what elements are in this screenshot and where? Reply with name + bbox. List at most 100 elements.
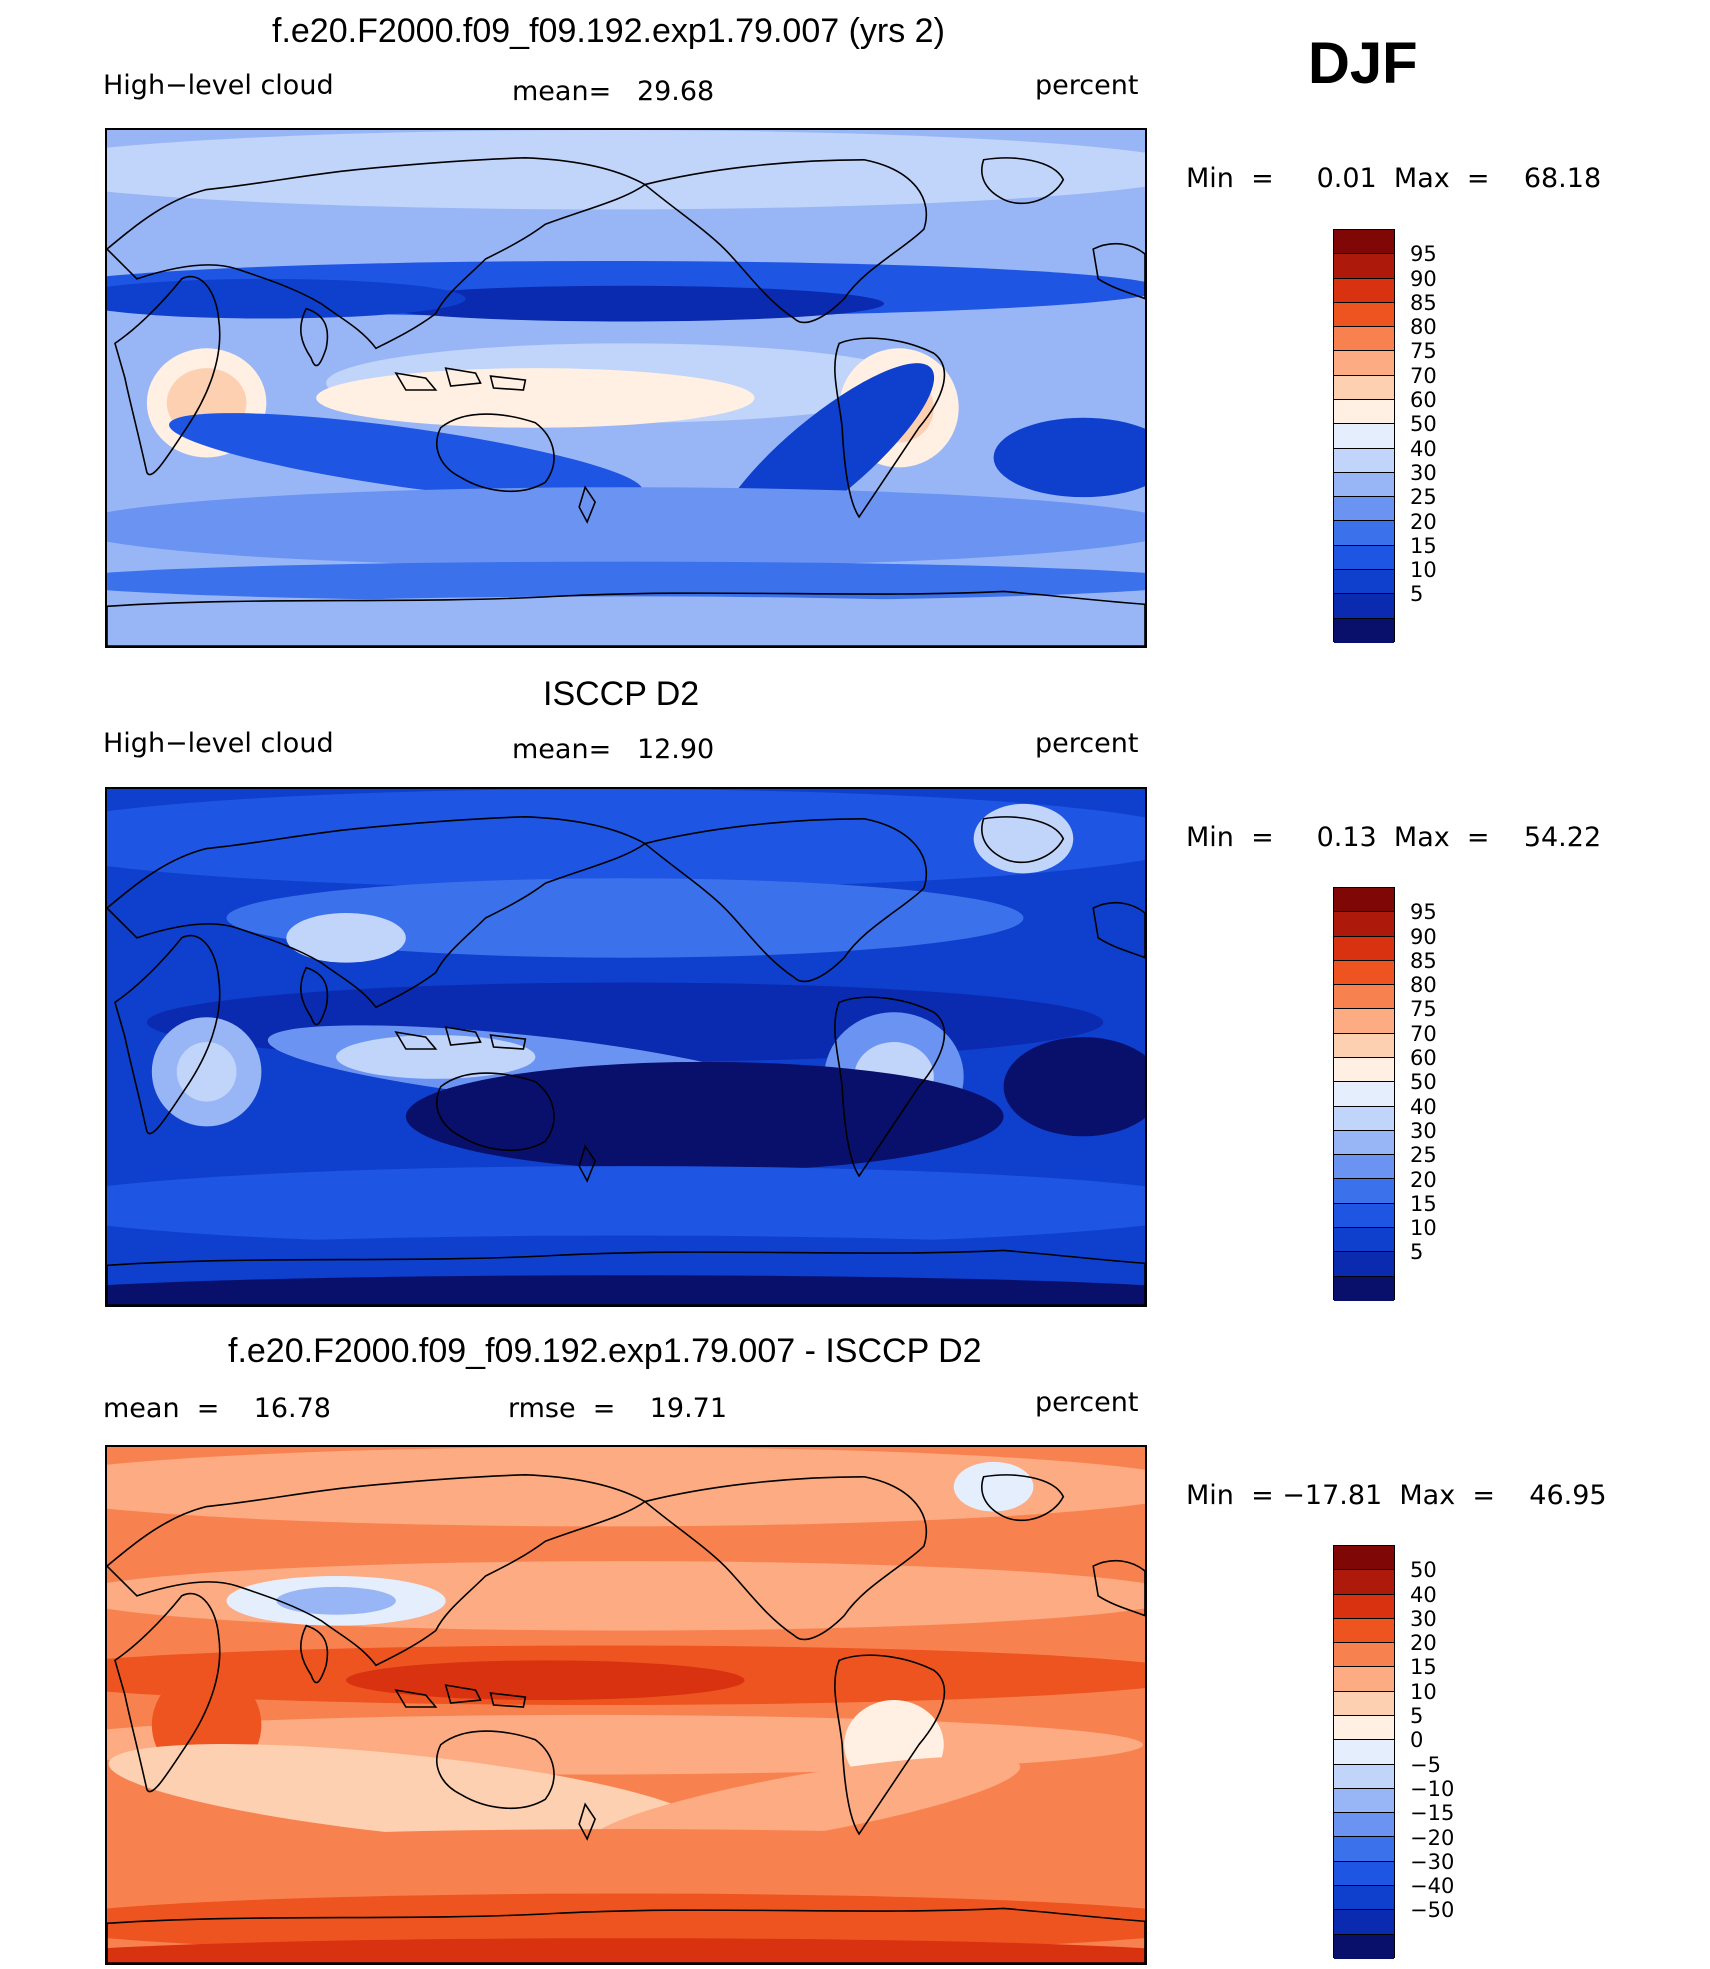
colorbar-swatch	[1334, 424, 1394, 449]
colorbar-tick-label: 20	[1410, 509, 1437, 534]
colorbar-swatch	[1334, 1643, 1394, 1668]
colorbar-tick-label: 5	[1410, 1704, 1424, 1729]
colorbar-swatch	[1334, 618, 1394, 643]
colorbar-swatch	[1334, 1910, 1394, 1935]
panel-1-minmax: Min = 0.01 Max = 68.18	[1186, 163, 1602, 194]
colorbar-swatch	[1334, 1934, 1394, 1959]
colorbar-tick-label: 40	[1410, 1094, 1437, 1119]
colorbar-swatch	[1334, 375, 1394, 400]
colorbar-tick-label: −10	[1410, 1776, 1455, 1801]
colorbar-tick-label: 85	[1410, 948, 1437, 973]
colorbar-swatch	[1334, 254, 1394, 279]
colorbar-swatch	[1334, 1813, 1394, 1838]
panel-2-title: ISCCP D2	[543, 675, 700, 713]
colorbar-tick-label: −30	[1410, 1849, 1455, 1874]
colorbar-swatch	[1334, 1130, 1394, 1156]
colorbar-tick-label: −50	[1410, 1898, 1455, 1923]
colorbar-tick-label: −15	[1410, 1801, 1455, 1826]
colorbar-swatch	[1334, 1179, 1394, 1204]
panel-1-colorbar	[1333, 229, 1395, 643]
colorbar-swatch	[1334, 985, 1394, 1010]
colorbar-tick-label: 30	[1410, 460, 1437, 485]
colorbar-tick-label: 20	[1410, 1631, 1437, 1656]
colorbar-swatch	[1334, 1570, 1394, 1595]
panel-3-colorbar	[1333, 1545, 1395, 1959]
colorbar-swatch	[1334, 1691, 1394, 1716]
colorbar-swatch	[1334, 1227, 1394, 1253]
colorbar-tick-label: 40	[1410, 1582, 1437, 1607]
colorbar-tick-label: 40	[1410, 436, 1437, 461]
panel-1-mean-label: mean= 29.68	[512, 76, 715, 107]
colorbar-swatch	[1334, 1203, 1394, 1228]
colorbar-swatch	[1334, 1594, 1394, 1619]
colorbar-swatch	[1334, 936, 1394, 961]
colorbar-swatch	[1334, 1861, 1394, 1886]
colorbar-tick-label: 30	[1410, 1606, 1437, 1631]
colorbar-swatch	[1334, 1276, 1394, 1301]
colorbar-swatch	[1334, 888, 1394, 913]
colorbar-tick-label: −5	[1410, 1752, 1441, 1777]
panel-1-title: f.e20.F2000.f09_f09.192.exp1.79.007 (yrs…	[272, 12, 945, 50]
colorbar-tick-label: 15	[1410, 1191, 1437, 1216]
colorbar-swatch	[1334, 1057, 1394, 1083]
colorbar-swatch	[1334, 327, 1394, 352]
colorbar-tick-label: 15	[1410, 533, 1437, 558]
colorbar-swatch	[1334, 1788, 1394, 1814]
colorbar-tick-label: 90	[1410, 266, 1437, 291]
colorbar-tick-label: 95	[1410, 242, 1437, 267]
colorbar-swatch	[1334, 497, 1394, 522]
colorbar-swatch	[1334, 448, 1394, 473]
colorbar-swatch	[1334, 302, 1394, 328]
panel-3-title: f.e20.F2000.f09_f09.192.exp1.79.007 - IS…	[228, 1332, 982, 1370]
panel-2-minmax: Min = 0.13 Max = 54.22	[1186, 822, 1602, 853]
colorbar-tick-label: −20	[1410, 1825, 1455, 1850]
colorbar-tick-label: −40	[1410, 1874, 1455, 1899]
colorbar-tick-label: 95	[1410, 900, 1437, 925]
colorbar-swatch	[1334, 399, 1394, 425]
colorbar-swatch	[1334, 278, 1394, 303]
season-label: DJF	[1308, 31, 1418, 96]
panel-1-units-label: percent	[1035, 70, 1139, 101]
colorbar-tick-label: 20	[1410, 1167, 1437, 1192]
colorbar-swatch	[1334, 1033, 1394, 1058]
panel-2-variable-label: High−level cloud	[103, 728, 334, 759]
colorbar-tick-label: 25	[1410, 485, 1437, 510]
colorbar-tick-label: 60	[1410, 388, 1437, 413]
colorbar-tick-label: 10	[1410, 1679, 1437, 1704]
colorbar-swatch	[1334, 472, 1394, 498]
colorbar-tick-label: 50	[1410, 412, 1437, 437]
panel-3-map	[105, 1445, 1147, 1965]
colorbar-tick-label: 30	[1410, 1118, 1437, 1143]
colorbar-tick-label: 70	[1410, 1021, 1437, 1046]
colorbar-swatch	[1334, 1106, 1394, 1131]
colorbar-swatch	[1334, 1764, 1394, 1789]
colorbar-swatch	[1334, 569, 1394, 595]
colorbar-tick-label: 60	[1410, 1046, 1437, 1071]
colorbar-swatch	[1334, 960, 1394, 986]
colorbar-tick-label: 0	[1410, 1728, 1424, 1753]
colorbar-tick-label: 50	[1410, 1070, 1437, 1095]
colorbar-tick-label: 10	[1410, 558, 1437, 583]
panel-3-minmax: Min = −17.81 Max = 46.95	[1186, 1480, 1607, 1511]
colorbar-tick-label: 90	[1410, 924, 1437, 949]
colorbar-swatch	[1334, 1155, 1394, 1180]
colorbar-swatch	[1334, 545, 1394, 570]
colorbar-swatch	[1334, 1885, 1394, 1911]
panel-3-rmse-label: rmse = 19.71	[508, 1393, 728, 1424]
panel-2-mean-label: mean= 12.90	[512, 734, 715, 765]
colorbar-swatch	[1334, 1252, 1394, 1277]
colorbar-tick-label: 5	[1410, 582, 1424, 607]
panel-3-mean-label: mean = 16.78	[103, 1393, 331, 1424]
panel-2-units-label: percent	[1035, 728, 1139, 759]
colorbar-swatch	[1334, 1618, 1394, 1644]
colorbar-tick-label: 10	[1410, 1216, 1437, 1241]
colorbar-swatch	[1334, 521, 1394, 546]
panel-3-units-label: percent	[1035, 1387, 1139, 1418]
colorbar-swatch	[1334, 1667, 1394, 1692]
panel-1-variable-label: High−level cloud	[103, 70, 334, 101]
colorbar-tick-label: 5	[1410, 1240, 1424, 1265]
colorbar-swatch	[1334, 594, 1394, 619]
colorbar-swatch	[1334, 1715, 1394, 1741]
colorbar-swatch	[1334, 230, 1394, 255]
colorbar-tick-label: 80	[1410, 973, 1437, 998]
